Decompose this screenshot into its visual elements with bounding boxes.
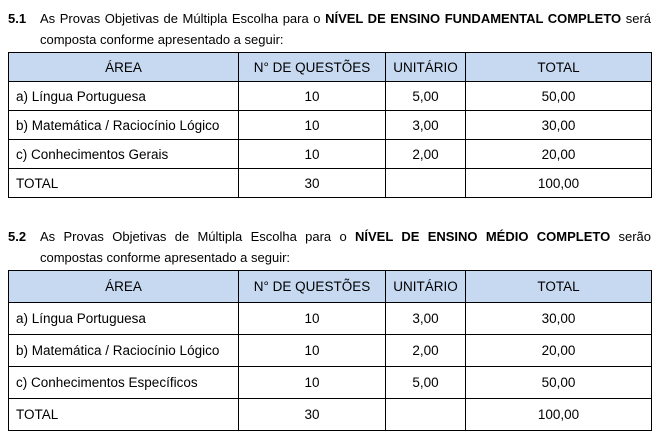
- intro-text-bold: NÍVEL DE ENSINO MÉDIO COMPLETO: [354, 229, 611, 244]
- header-unitario: UNITÁRIO: [385, 52, 466, 82]
- cell-total: 50,00: [465, 366, 652, 399]
- cell-total-label: TOTAL: [8, 168, 239, 198]
- table-fundamental-completo: ÁREA N° DE QUESTÕES UNITÁRIO TOTAL a) Lí…: [8, 52, 652, 198]
- header-total: TOTAL: [465, 270, 652, 303]
- header-num-questoes: N° DE QUESTÕES: [238, 270, 386, 303]
- cell-total-label: TOTAL: [8, 398, 239, 431]
- cell-unitario: 3,00: [385, 302, 466, 335]
- cell-questoes-total: 30: [238, 398, 386, 431]
- table-header-row: ÁREA N° DE QUESTÕES UNITÁRIO TOTAL: [8, 52, 652, 82]
- cell-area: c) Conhecimentos Gerais: [8, 139, 239, 169]
- section-text-5-1: As Provas Objetivas de Múltipla Escolha …: [40, 8, 651, 50]
- cell-questoes: 10: [238, 302, 386, 335]
- table-total-row: TOTAL 30 100,00: [8, 398, 652, 431]
- cell-total: 30,00: [465, 110, 652, 140]
- cell-unitario: 5,00: [385, 81, 466, 111]
- cell-area: b) Matemática / Raciocínio Lógico: [8, 334, 239, 367]
- cell-questoes: 10: [238, 366, 386, 399]
- intro-text-after: será composta conforme apresentado a seg…: [40, 11, 652, 47]
- intro-text-before: As Provas Objetivas de Múltipla Escolha …: [40, 11, 326, 26]
- intro-text-bold: NÍVEL DE ENSINO FUNDAMENTAL COMPLETO: [325, 11, 622, 26]
- table-row: b) Matemática / Raciocínio Lógico 10 2,0…: [8, 334, 652, 367]
- cell-area: a) Língua Portuguesa: [8, 302, 239, 335]
- section-gap: [8, 198, 651, 226]
- cell-unitario-empty: [385, 398, 466, 431]
- table-row: b) Matemática / Raciocínio Lógico 10 3,0…: [8, 110, 652, 140]
- cell-questoes: 10: [238, 139, 386, 169]
- header-total: TOTAL: [465, 52, 652, 82]
- intro-text-before: As Provas Objetivas de Múltipla Escolha …: [40, 229, 355, 244]
- table-medio-completo: ÁREA N° DE QUESTÕES UNITÁRIO TOTAL a) Lí…: [8, 270, 652, 431]
- intro-text-after: serão compostas conforme apresentado a s…: [40, 229, 652, 265]
- cell-total: 20,00: [465, 334, 652, 367]
- cell-unitario: 5,00: [385, 366, 466, 399]
- paragraph-5-1: 5.1 As Provas Objetivas de Múltipla Esco…: [8, 8, 651, 50]
- cell-total: 20,00: [465, 139, 652, 169]
- table-total-row: TOTAL 30 100,00: [8, 168, 652, 198]
- cell-total-value: 100,00: [465, 398, 652, 431]
- header-area: ÁREA: [8, 270, 239, 303]
- table-row: a) Língua Portuguesa 10 5,00 50,00: [8, 81, 652, 111]
- cell-total: 30,00: [465, 302, 652, 335]
- header-unitario: UNITÁRIO: [385, 270, 466, 303]
- cell-area: c) Conhecimentos Específicos: [8, 366, 239, 399]
- section-number-5-1: 5.1: [8, 11, 27, 26]
- cell-questoes-total: 30: [238, 168, 386, 198]
- cell-total-value: 100,00: [465, 168, 652, 198]
- table-row: c) Conhecimentos Gerais 10 2,00 20,00: [8, 139, 652, 169]
- table-row: a) Língua Portuguesa 10 3,00 30,00: [8, 302, 652, 335]
- cell-questoes: 10: [238, 110, 386, 140]
- header-num-questoes: N° DE QUESTÕES: [238, 52, 386, 82]
- cell-area: b) Matemática / Raciocínio Lógico: [8, 110, 239, 140]
- cell-unitario: 3,00: [385, 110, 466, 140]
- cell-unitario: 2,00: [385, 334, 466, 367]
- cell-questoes: 10: [238, 334, 386, 367]
- header-area: ÁREA: [8, 52, 239, 82]
- paragraph-5-2: 5.2 As Provas Objetivas de Múltipla Esco…: [8, 226, 651, 268]
- table-row: c) Conhecimentos Específicos 10 5,00 50,…: [8, 366, 652, 399]
- cell-total: 50,00: [465, 81, 652, 111]
- cell-unitario-empty: [385, 168, 466, 198]
- cell-questoes: 10: [238, 81, 386, 111]
- cell-unitario: 2,00: [385, 139, 466, 169]
- section-text-5-2: As Provas Objetivas de Múltipla Escolha …: [40, 226, 651, 268]
- table-header-row: ÁREA N° DE QUESTÕES UNITÁRIO TOTAL: [8, 270, 652, 303]
- section-number-5-2: 5.2: [8, 229, 27, 244]
- document-page: 5.1 As Provas Objetivas de Múltipla Esco…: [8, 8, 652, 431]
- cell-area: a) Língua Portuguesa: [8, 81, 239, 111]
